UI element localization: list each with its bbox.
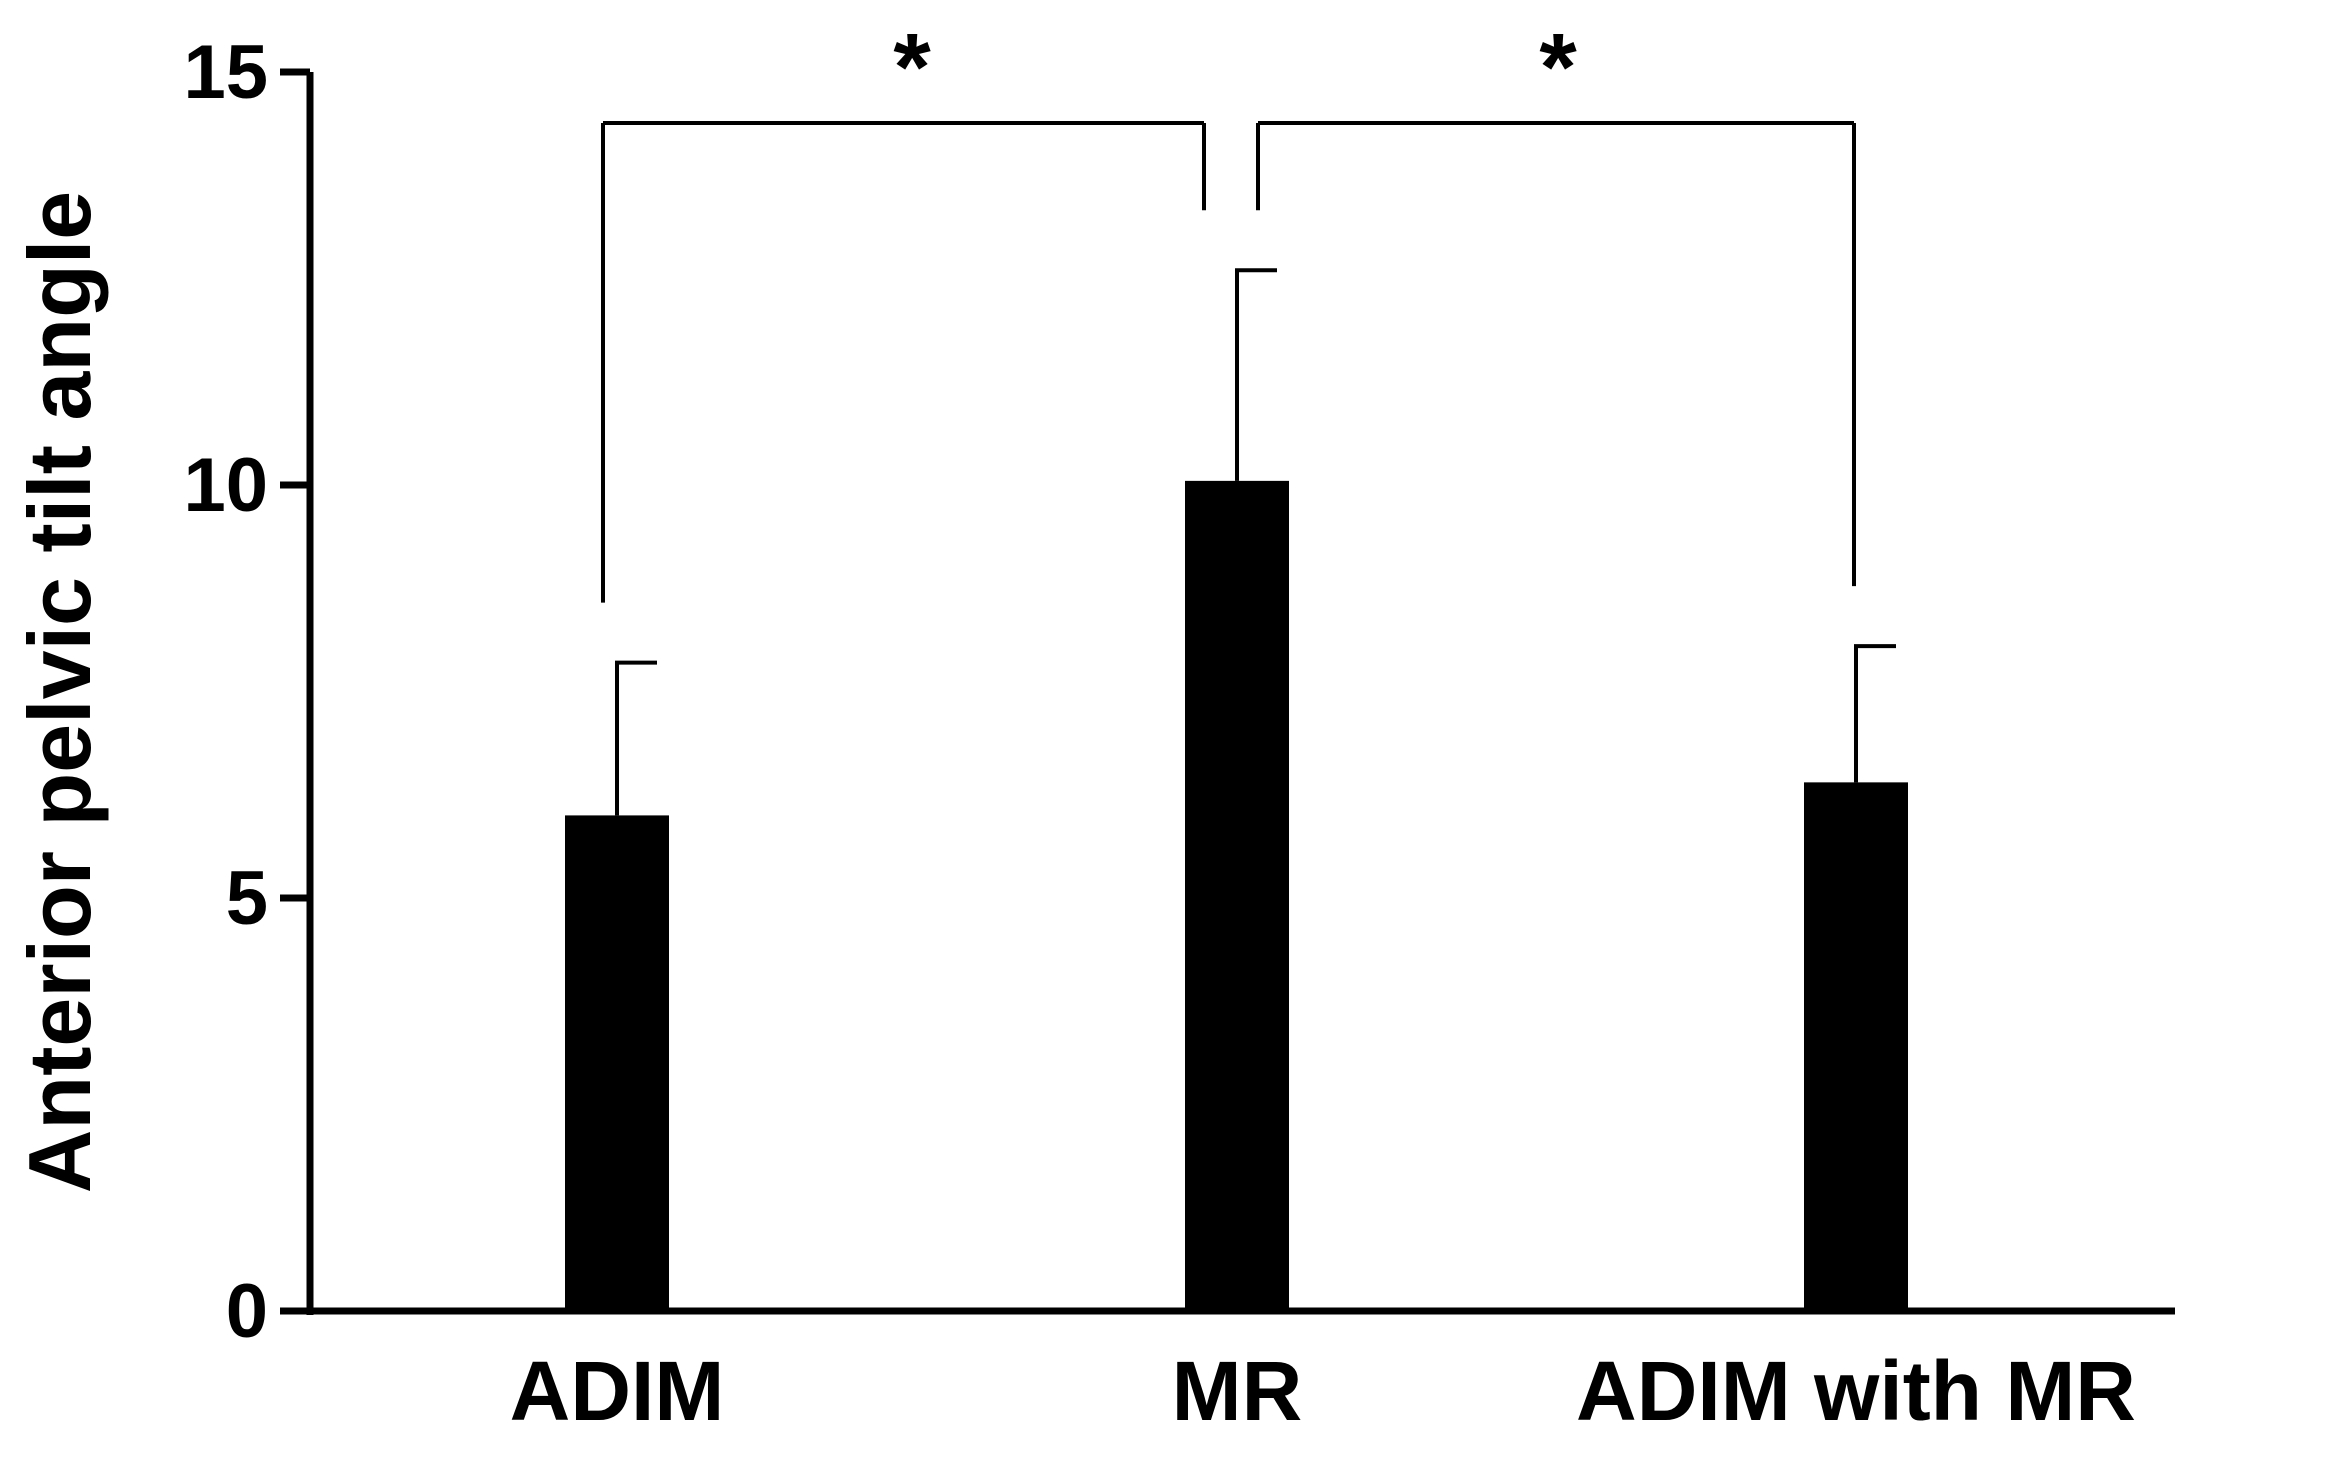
y-tick-label: 10 [183, 443, 268, 528]
bars [565, 480, 1908, 1311]
significance-star: * [1539, 14, 1577, 121]
bar [565, 815, 669, 1311]
x-tick-label: ADIM with MR [1576, 1344, 2136, 1438]
significance-brackets: * * [601, 14, 1856, 603]
bar [1185, 480, 1289, 1311]
x-tick-label: ADIM [510, 1344, 725, 1438]
y-tick-label: 0 [226, 1269, 268, 1354]
y-tick-label: 15 [183, 30, 268, 115]
x-tick-label: MR [1172, 1344, 1303, 1438]
labels: 0 5 10 15 ADIM MR ADIM with MR Anterior pelvic … [10, 30, 2136, 1438]
y-axis-title: Anterior pelvic tilt angle [10, 191, 109, 1193]
y-tick-label: 5 [226, 856, 268, 941]
bar [1804, 782, 1908, 1311]
significance-star: * [893, 14, 931, 121]
error-bars [615, 268, 1896, 816]
